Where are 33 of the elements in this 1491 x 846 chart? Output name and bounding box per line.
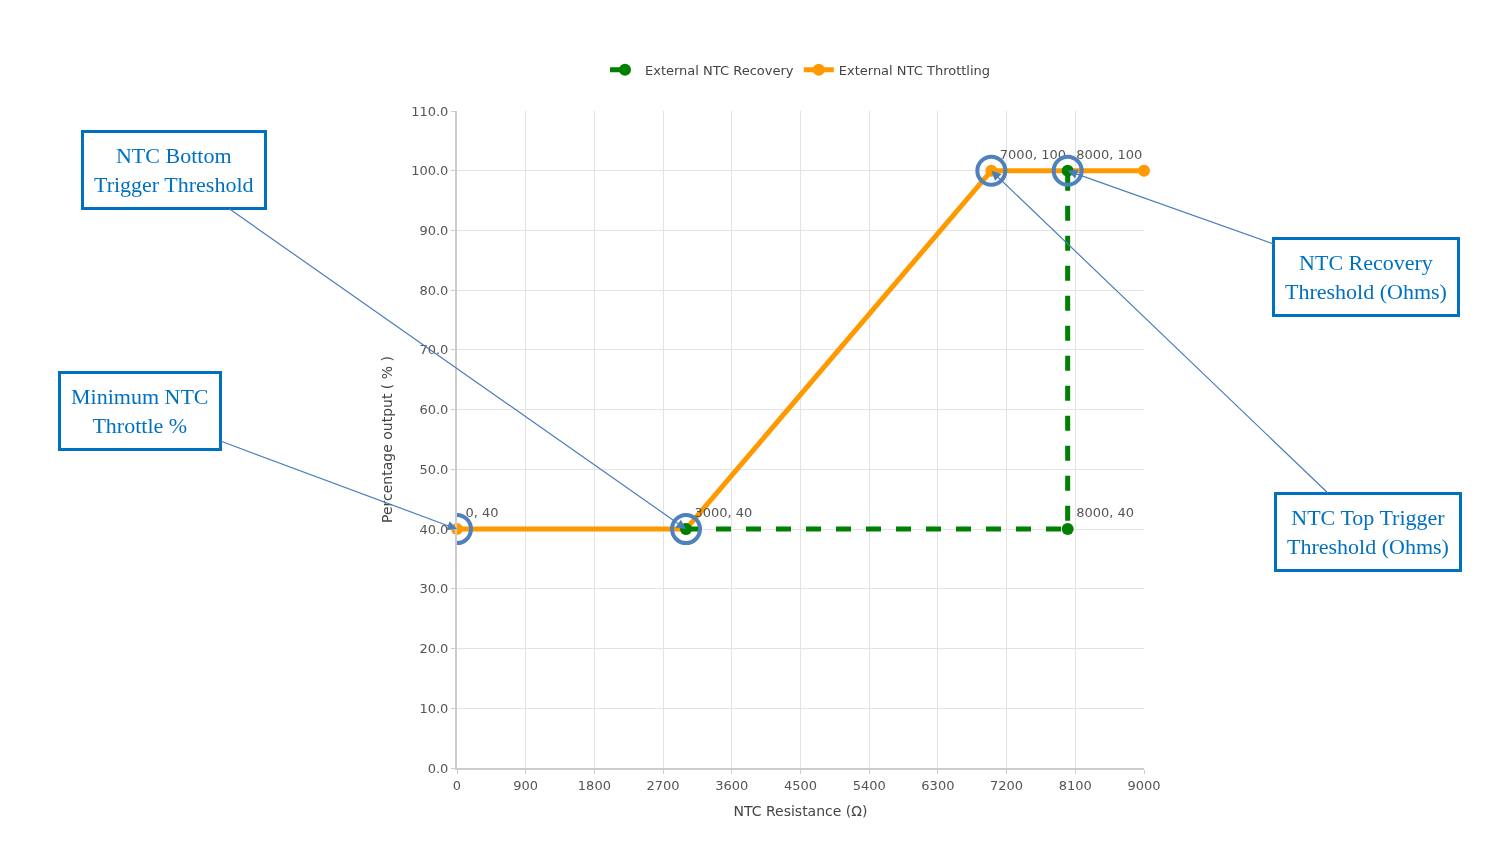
data-label: 0, 40 (465, 505, 499, 521)
x-tick-label: 1800 (577, 777, 611, 793)
x-tick-label: 900 (513, 777, 539, 793)
y-tick-label: 10.0 (419, 700, 449, 716)
x-tick-label: 8100 (1058, 777, 1092, 793)
y-axis-title: Percentage output ( % ) (379, 356, 396, 523)
y-tick-label: 110.0 (411, 103, 449, 119)
x-tick-label: 4500 (783, 777, 818, 793)
y-tick-label: 100.0 (411, 163, 449, 179)
data-label: 8000, 100 (1076, 146, 1143, 162)
annotation: Minimum NTC Throttle % (71, 384, 209, 438)
y-tick-label: 40.0 (419, 521, 449, 537)
y-tick-label: 30.0 (419, 581, 449, 597)
annotation: NTC Bottom Trigger Threshold (94, 143, 254, 197)
x-axis-title: NTC Resistance (Ω) (733, 803, 868, 820)
x-tick-label: 6300 (921, 777, 955, 793)
y-tick-label: 50.0 (419, 461, 449, 477)
x-tick-label: 3600 (715, 777, 749, 793)
legend-label: External NTC Recovery (645, 62, 794, 78)
data-label: 8000, 40 (1076, 505, 1135, 521)
legend-label: External NTC Throttling (838, 62, 991, 78)
x-tick-label: 9000 (1127, 777, 1161, 793)
y-tick-label: 90.0 (419, 223, 449, 238)
x-tick-label: 0 (452, 777, 462, 793)
annotation: NTC Recovery Threshold (Ohms) (1285, 250, 1447, 304)
y-tick-label: 80.0 (419, 282, 449, 298)
y-tick-label: 60.0 (419, 402, 449, 418)
x-tick-label: 7200 (990, 777, 1024, 793)
annotation: NTC Top Trigger Threshold (Ohms) (1287, 505, 1449, 559)
y-tick-label: 0.0 (427, 760, 449, 776)
y-tick-label: 20.0 (419, 641, 449, 657)
x-tick-label: 5400 (852, 777, 886, 793)
x-tick-label: 2700 (646, 777, 680, 793)
